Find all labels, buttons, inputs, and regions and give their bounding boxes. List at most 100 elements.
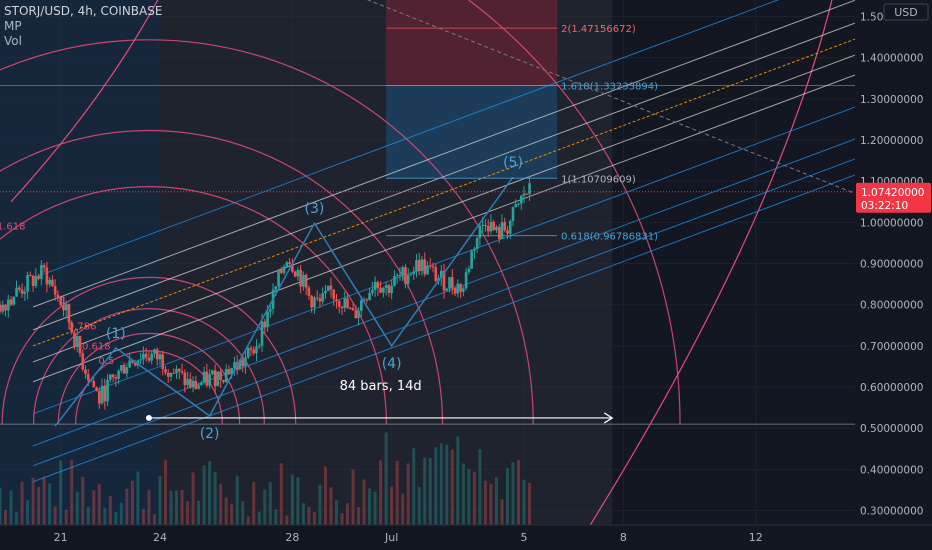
candle-body (329, 285, 333, 290)
volume-bar (9, 490, 13, 525)
candle-body (371, 289, 374, 293)
volume-bar (395, 460, 399, 525)
volume-bar (517, 460, 521, 525)
elliott-wave-label: (4) (382, 356, 402, 372)
candle-body (189, 379, 192, 388)
volume-bar (186, 501, 190, 525)
candle-body (525, 193, 529, 195)
candle-body (475, 237, 479, 249)
candle-body (211, 370, 214, 375)
volume-bar (494, 477, 498, 525)
candle-body (64, 304, 68, 311)
time-axis-tick: 12 (749, 531, 763, 544)
candle-body (500, 222, 504, 239)
volume-bar (472, 471, 476, 525)
fib-level-label: 2(1.47156672) (561, 24, 636, 35)
volume-bar (114, 512, 118, 525)
candle-body (31, 275, 35, 286)
fib-level-label: 0.618(0.96786831) (561, 232, 658, 243)
candle-body (139, 359, 142, 361)
volume-bar (257, 511, 261, 525)
volume-bar (505, 468, 509, 525)
candle-body (122, 364, 126, 374)
price-axis-tick: 0.90000000 (860, 259, 923, 271)
candle-body (451, 277, 454, 289)
indicator-vol[interactable]: Vol (4, 34, 22, 48)
candle-body (346, 298, 349, 309)
candle-body (244, 357, 247, 366)
volume-bar (478, 449, 482, 525)
candle-body (208, 374, 211, 386)
candle-body (362, 299, 366, 301)
volume-bar (351, 469, 355, 525)
candle-body (453, 288, 457, 294)
candle-body (92, 381, 96, 388)
candle-body (489, 221, 493, 232)
candle-body (227, 369, 231, 375)
volume-bar (274, 509, 278, 525)
fib-arc (1, 276, 297, 425)
candle-body (131, 360, 134, 363)
candle-body (197, 385, 200, 389)
volume-bar (390, 486, 394, 525)
volume-bar (417, 486, 421, 525)
candle-body (133, 362, 137, 366)
candle-body (280, 269, 283, 273)
volume-bar (169, 490, 173, 525)
fib-level-label: 1(1.10709609) (561, 174, 636, 185)
volume-bar (136, 471, 140, 525)
volume-bar (202, 465, 206, 525)
indicator-mp[interactable]: MP (4, 19, 22, 33)
candle-body (318, 298, 322, 302)
fib-channel-line (32, 0, 780, 279)
candle-body (161, 354, 165, 370)
volume-bar (48, 483, 52, 525)
candle-body (86, 373, 90, 381)
volume-bar (456, 436, 460, 525)
volume-bar (119, 502, 123, 525)
measure-start-point (145, 414, 152, 421)
candle-body (376, 281, 380, 288)
volume-bar (75, 491, 79, 525)
price-axis-tick: 1.00000000 (860, 217, 923, 229)
volume-bar (290, 474, 294, 525)
fib-channel-line (32, 0, 855, 308)
volume-bar (296, 477, 300, 525)
volume-bar (42, 476, 46, 525)
symbol-title[interactable]: STORJ/USD, 4h, COINBASE (4, 4, 163, 18)
candle-body (84, 369, 87, 374)
bar-countdown: 03:22:10 (861, 200, 908, 212)
candle-body (506, 230, 509, 234)
candle-body (109, 374, 112, 380)
candle-body (34, 276, 38, 286)
volume-bar (384, 432, 388, 525)
volume-bar (461, 463, 465, 525)
volume-bar (368, 488, 372, 525)
volume-bar (434, 447, 438, 525)
fib-arc-label: 0.786 (68, 322, 97, 333)
volume-bar (70, 459, 74, 525)
candle-body (186, 379, 189, 385)
candle-body (302, 274, 305, 287)
fib-channel-line (32, 22, 855, 331)
candle-body (464, 272, 468, 289)
volume-bar (483, 480, 487, 525)
trend-dashed-line (366, 0, 855, 194)
candle-body (180, 371, 184, 373)
volume-bar (401, 493, 405, 525)
candle-body (486, 226, 490, 232)
volume-bar (213, 472, 217, 525)
elliott-wave-path (54, 176, 514, 427)
volume-bar (412, 448, 416, 525)
volume-bar (406, 463, 410, 525)
volume-bar (97, 484, 101, 525)
price-axis-tick: 1.20000000 (860, 135, 923, 147)
candle-body (285, 262, 289, 267)
price-axis-tick: 1.40000000 (860, 53, 923, 65)
candle-body (12, 296, 16, 305)
candle-body (205, 371, 209, 386)
candle-body (166, 372, 170, 377)
currency-button[interactable] (883, 3, 929, 21)
volume-bar (125, 488, 129, 525)
